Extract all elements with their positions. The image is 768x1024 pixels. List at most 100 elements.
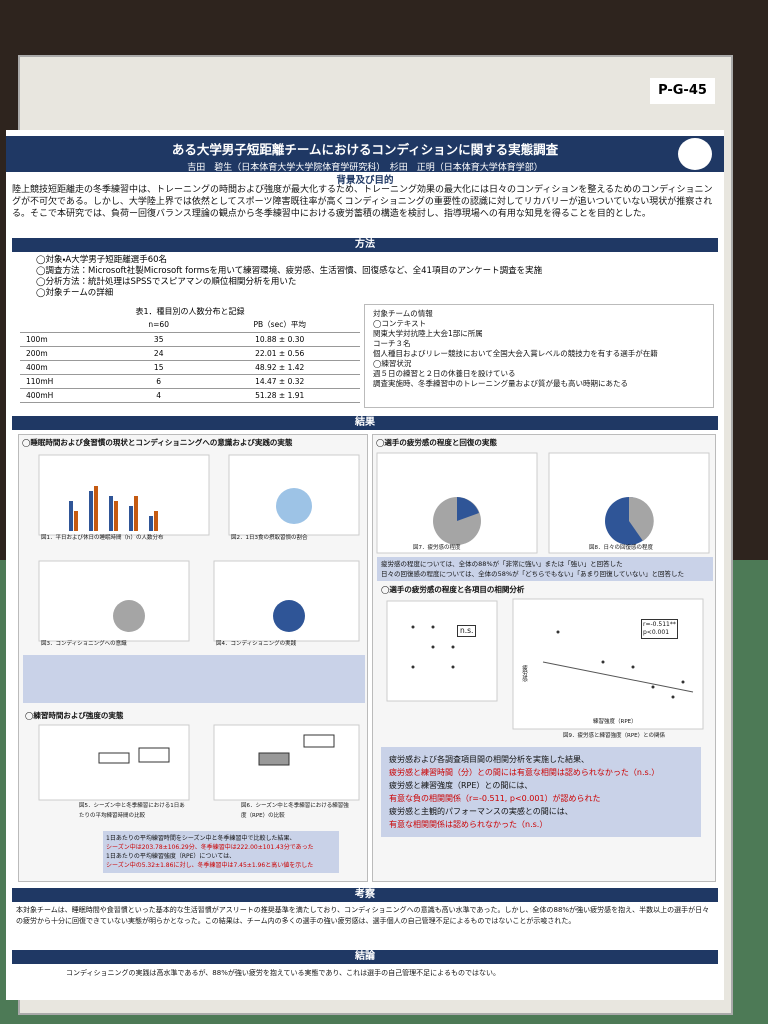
summary-line: 1日あたりの平均練習強度（RPE）については、 [106, 853, 236, 860]
context-item: コーチ３名 [373, 339, 411, 348]
cell: 22.01 ± 0.56 [199, 346, 360, 361]
trend-line [542, 661, 694, 693]
box-figures [38, 724, 360, 801]
conclusion-text: コンディショニングの実践は高水準であるが、88%が強い疲労を抱えている実態であり… [66, 969, 500, 977]
finding: 疲労感および各調査項目間の相関分析を実施した結果、 [389, 755, 589, 764]
fatigue-notes: 疲労感の程度については、全体の88%が「非常に強い」または「強い」と回答した 日… [377, 557, 713, 581]
fig-frame [38, 560, 190, 642]
cell: 51.28 ± 1.91 [199, 388, 360, 403]
cell: 24 [118, 346, 200, 361]
box [303, 734, 335, 748]
context-heading: ◯コンテキスト [373, 319, 427, 328]
header: ある大学男子短距離チームにおけるコンディションに関する実態調査 吉田 碧生（日本… [6, 136, 724, 173]
context-item: 関東大学対抗陸上大会1部に所属 [373, 329, 483, 338]
cell: 110mH [20, 374, 119, 389]
fig-caption: 図2．1日3食の摂取習慣の割合 [231, 535, 308, 541]
results-right: ◯選手の疲労感の程度と回復の実態 図7．疲労感の程度 図8．日々の回復感の程度 … [372, 434, 716, 882]
finding: 疲労感と主観的パフォーマンスの実感との間には、 [389, 807, 573, 816]
points [411, 625, 455, 669]
cell: 400m [20, 360, 119, 375]
finding: 疲労感と練習強度（RPE）との間には、 [389, 781, 533, 790]
cell: 10.88 ± 0.30 [199, 332, 360, 347]
left-figures [38, 454, 360, 642]
poster: ある大学男子短距離チームにおけるコンディションに関する実態調査 吉田 碧生（日本… [6, 130, 724, 1000]
fig-caption: 図7．疲労感の程度 [413, 545, 461, 551]
conclusion-heading: 結論 [12, 950, 718, 964]
ns-label: n.s. [457, 625, 477, 637]
training-summary: 1日あたりの平均練習時間をシーズン中と冬季練習中で比較した結果、 シーズン中は2… [103, 831, 339, 873]
pie [276, 488, 312, 524]
pie [113, 600, 145, 632]
discussion-heading: 考察 [12, 888, 718, 902]
y-label: 疲労感 [521, 665, 527, 682]
method-item: ◯調査方法：Microsoft社製Microsoft formsを用いて練習環境… [36, 266, 543, 276]
scatter-figures [386, 598, 704, 730]
pie [273, 600, 305, 632]
finding: 有意な相関関係は認められなかった（n.s.） [389, 820, 548, 829]
fig-frame [386, 600, 498, 702]
poster-id: P-G-45 [650, 78, 715, 104]
col-head: PB（sec）平均 [199, 317, 360, 333]
right-heading: ◯選手の疲労感の程度と回復の実態 [376, 438, 497, 447]
table-1: 表1．種目別の人数分布と記録 n=60 PB（sec）平均 100m 35 10.88… [20, 306, 360, 403]
logo [678, 138, 712, 170]
fig-frame [38, 454, 210, 536]
summary-line: 1日あたりの平均練習時間をシーズン中と冬季練習中で比較した結果、 [106, 835, 296, 842]
practice-item: 調査実施時、冬季練習中のトレーニング量および質が最も高い時期にあたる [373, 379, 628, 388]
results-heading: 結果 [12, 416, 718, 430]
method-item: ◯対象チームの詳細 [36, 288, 114, 298]
method-item: ◯分析方法：統計処理はSPSSでスピアマンの順位相関分析を用いた [36, 277, 297, 287]
findings: 疲労感および各調査項目間の相関分析を実施した結果、 疲労感と練習時間（分）との間… [381, 747, 701, 837]
fig-caption: 図1．平日および休日の睡眠時間（h）の人数分布 [41, 535, 164, 541]
x-label: 練習強度（RPE） [593, 719, 637, 725]
cell: 35 [118, 332, 200, 347]
background-heading: 背景及び目的 [336, 175, 394, 186]
cell: 100m [20, 332, 119, 347]
right-figures [376, 452, 710, 554]
cell: 400mH [20, 388, 119, 403]
fig-frame [512, 598, 704, 730]
points [556, 630, 685, 699]
title: ある大学男子短距離チームにおけるコンディションに関する実態調査 [171, 142, 559, 157]
cell: 48.92 ± 1.42 [199, 360, 360, 375]
summary-box [23, 655, 365, 703]
corr-p: p<0.001 [643, 629, 670, 636]
box [258, 752, 290, 766]
fig-caption: 図4．コンディショニングの実践 [216, 641, 297, 647]
correlation-heading: ◯選手の疲労感の程度と各項目の相関分析 [381, 585, 525, 594]
pie-slice [629, 496, 654, 541]
note: 疲労感の程度については、全体の88%が「非常に強い」または「強い」と回答した [381, 560, 623, 568]
summary-line: シーズン中の5.32±1.86に対し、冬季練習中は7.45±1.96と高い値を示… [106, 862, 314, 869]
cell: 6 [118, 374, 200, 389]
methods-heading: 方法 [12, 238, 718, 252]
cell: 4 [118, 388, 200, 403]
team-info: 対象チームの情報 ◯コンテキスト 関東大学対抗陸上大会1部に所属 コーチ３名 個… [364, 304, 714, 408]
summary-line: シーズン中は203.78±106.29分、冬季練習中は222.00±101.43… [106, 844, 314, 851]
methods-list: ◯対象・A大学男子短距離選手60名 ◯調査方法：Microsoft社製Micro… [36, 255, 716, 299]
finding: 疲労感と練習時間（分）との間には有意な相関は認められなかった（n.s.） [389, 768, 660, 777]
table: n=60 PB（sec）平均 100m 35 10.88 ± 0.30 200m 24 2… [20, 317, 360, 403]
table-caption: 表1．種目別の人数分布と記録 [135, 307, 245, 316]
cell: 15 [118, 360, 200, 375]
corr-box: r=-0.511** p<0.001 [641, 619, 678, 639]
bars [69, 491, 153, 531]
box [138, 747, 170, 763]
pie-slice [457, 497, 479, 521]
fig-caption: 図3．コンディショニングへの意識 [41, 641, 127, 647]
practice-heading: ◯練習状況 [373, 359, 412, 368]
cell: 14.47 ± 0.32 [199, 374, 360, 389]
note: 日々の回復感の程度については、全体の58%が「どちらでもない」「あまり回復してい… [381, 570, 684, 578]
background-text: 陸上競技短距離走の冬季練習中は、トレーニングの時間および強度が最大化するため、ト… [12, 185, 713, 219]
training-heading: ◯練習時間および強度の実態 [25, 711, 124, 720]
col-head: n=60 [118, 317, 200, 333]
fig-caption: 図5．シーズン中と冬季練習における1日あたりの平均練習時間の比較 [79, 803, 185, 819]
discussion-text: 本対象チームは、睡眠時間や食習慣といった基本的な生活習慣がアスリートの推奨基準を… [16, 906, 710, 925]
practice-item: 週５日の練習と２日の休養日を設けている [373, 369, 516, 378]
finding: 有意な負の相関関係（r=-0.511, p<0.001）が認められた [389, 794, 601, 803]
authors: 吉田 碧生（日本体育大学大学院体育学研究科） 杉田 正明（日本体育大学体育学部） [187, 163, 543, 173]
fig-caption: 図9．疲労感と練習強度（RPE）との関係 [563, 733, 666, 739]
fig-caption: 図8．日々の回復感の程度 [589, 545, 654, 551]
box [98, 752, 130, 764]
fig-caption: 図6．シーズン中と冬季練習における練習強度（RPE）の比較 [241, 803, 349, 819]
